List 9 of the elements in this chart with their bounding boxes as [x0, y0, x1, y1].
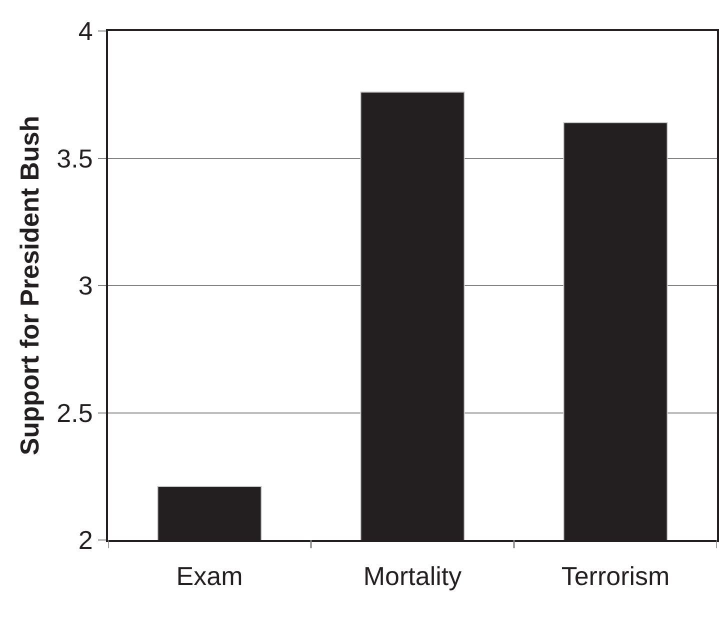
- y-tick-label: 2.5: [56, 398, 93, 428]
- y-tick-label: 3.5: [56, 143, 93, 174]
- y-tick-label: 3: [78, 270, 93, 301]
- y-tick-label: 2: [78, 525, 93, 556]
- y-tick-label: 4: [78, 16, 93, 46]
- y-axis-title: Support for President Bush: [14, 116, 45, 456]
- x-tick-label: Terrorism: [561, 561, 670, 592]
- x-tick-label: Mortality: [363, 561, 462, 592]
- x-tick-label: Exam: [176, 561, 243, 592]
